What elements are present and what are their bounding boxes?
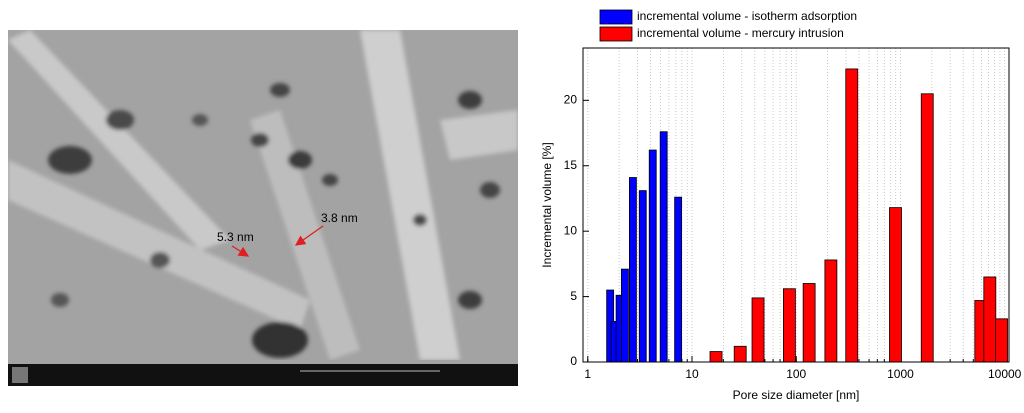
bar bbox=[648, 149, 657, 363]
x-tick-label: 10000 bbox=[988, 367, 1022, 381]
x-tick-label: 1000 bbox=[887, 367, 914, 381]
bar bbox=[751, 297, 765, 363]
y-tick-label: 10 bbox=[564, 223, 578, 237]
legend-label: incremental volume - isotherm adsorption bbox=[637, 9, 857, 23]
annotation: 3.8 nm bbox=[321, 211, 358, 225]
legend-swatch bbox=[599, 9, 633, 25]
bar bbox=[783, 288, 796, 363]
y-tick-label: 5 bbox=[570, 289, 577, 303]
x-tick-label: 10 bbox=[685, 367, 699, 381]
y-tick-label: 0 bbox=[570, 354, 577, 368]
bar bbox=[802, 283, 816, 363]
bar bbox=[995, 318, 1009, 363]
bar bbox=[845, 68, 859, 363]
bar bbox=[920, 93, 934, 363]
annotation: 5.3 nm bbox=[217, 230, 254, 244]
bar bbox=[674, 196, 683, 363]
annotation-arrow bbox=[231, 245, 250, 257]
x-tick-label: 1 bbox=[584, 367, 591, 381]
x-tick-label: 100 bbox=[786, 367, 806, 381]
sem-image: 5.3 nm 3.8 nm bbox=[8, 30, 518, 386]
bar bbox=[983, 276, 997, 363]
bar bbox=[638, 190, 647, 363]
x-axis-label: Pore size diameter [nm] bbox=[733, 388, 860, 402]
bar bbox=[709, 351, 723, 363]
y-axis-label: Incremental volume [%] bbox=[540, 142, 554, 267]
bar bbox=[824, 259, 838, 363]
bar bbox=[659, 131, 668, 363]
legend-label: incremental volume - mercury intrusion bbox=[637, 26, 844, 40]
bar bbox=[620, 268, 629, 363]
bar bbox=[628, 177, 637, 363]
y-tick-label: 20 bbox=[564, 93, 578, 107]
y-tick-label: 15 bbox=[564, 158, 578, 172]
bar bbox=[889, 207, 902, 363]
legend-swatch bbox=[599, 26, 633, 42]
plot-frame bbox=[582, 47, 1010, 363]
annotation-arrow bbox=[294, 225, 324, 246]
bar bbox=[733, 345, 747, 363]
